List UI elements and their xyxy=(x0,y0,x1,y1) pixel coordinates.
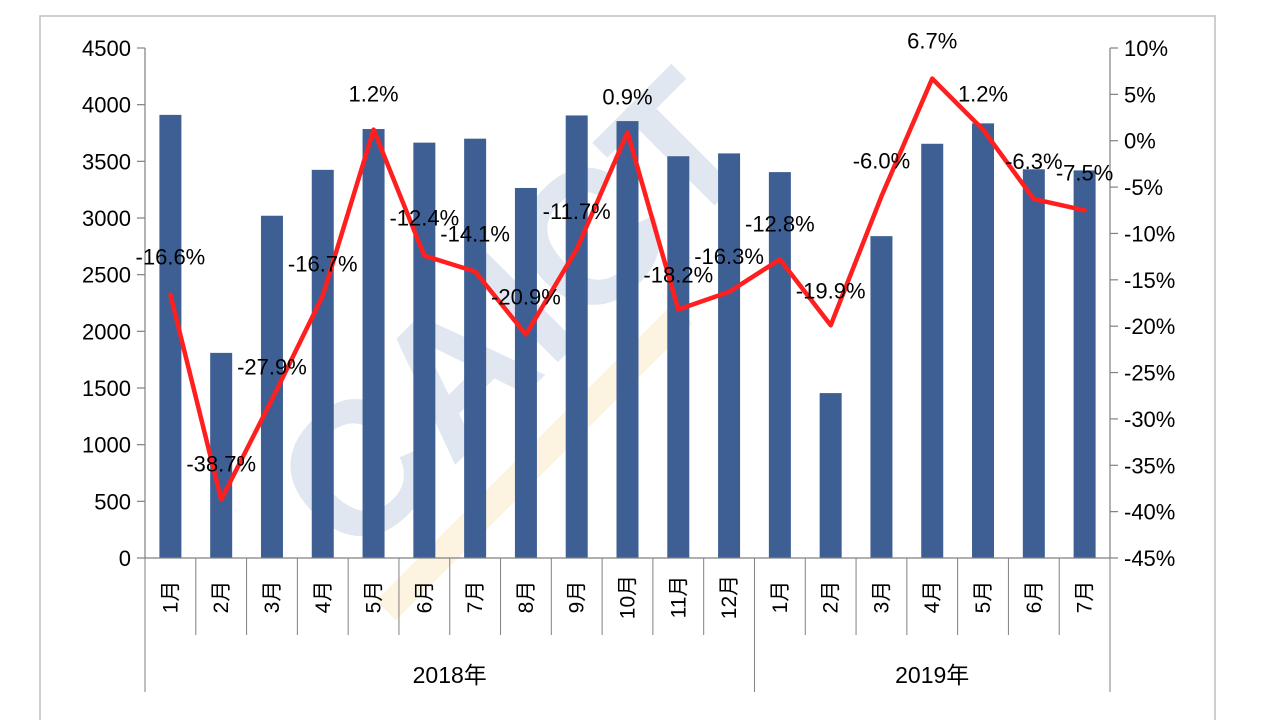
x-tick-label: 1月 xyxy=(769,581,792,614)
bar-18 xyxy=(1022,169,1045,558)
x-tick-label: 4月 xyxy=(312,581,335,614)
plot-layer: 0 500 1000 1500 2000 2500 3000 3500 4000 4500 -45%… xyxy=(82,29,1175,692)
bar-3 xyxy=(260,215,283,558)
bar-9 xyxy=(565,115,588,558)
data-label: -16.3% xyxy=(694,244,764,269)
y-left-tick-label: 3000 xyxy=(82,206,131,231)
x-tick-label: 1月 xyxy=(159,581,182,614)
y-left-tick-label: 1000 xyxy=(82,433,131,458)
x-tick-label: 6月 xyxy=(1023,581,1046,614)
y-right-tick-label: -45% xyxy=(1124,546,1175,571)
data-label: -38.7% xyxy=(186,452,256,477)
bar-15 xyxy=(870,236,893,558)
data-label: 1.2% xyxy=(958,82,1008,107)
y-right-tick-label: -35% xyxy=(1124,453,1175,478)
data-label: 6.7% xyxy=(907,29,957,54)
bar-17 xyxy=(972,123,995,558)
data-label: -16.6% xyxy=(136,245,206,270)
data-label: -6.3% xyxy=(1005,149,1062,174)
y-left-tick-label: 2500 xyxy=(82,263,131,288)
y-left-tick-label: 3500 xyxy=(82,149,131,174)
bar-1 xyxy=(159,114,182,558)
x-tick-label: 9月 xyxy=(566,581,589,614)
y-left-tick-label: 2000 xyxy=(82,319,131,344)
x-tick-label: 6月 xyxy=(413,581,436,614)
bar-14 xyxy=(819,393,842,558)
y-right-tick-label: -25% xyxy=(1124,361,1175,386)
data-label: -12.8% xyxy=(745,211,815,236)
x-tick-label: 2月 xyxy=(820,581,843,614)
bar-19 xyxy=(1073,170,1096,558)
y-right-tick-label: -5% xyxy=(1124,175,1163,200)
y-right-tick-label: -10% xyxy=(1124,221,1175,246)
data-label: -14.1% xyxy=(440,221,510,246)
data-label: -6.0% xyxy=(853,148,910,173)
bar-16 xyxy=(921,143,944,558)
x-tick-label: 8月 xyxy=(515,581,538,614)
x-tick-label: 5月 xyxy=(972,581,995,614)
y-right-tick-label: 0% xyxy=(1124,129,1156,154)
data-label: -27.9% xyxy=(237,354,307,379)
bar-8 xyxy=(514,187,537,558)
x-tick-label: 12月 xyxy=(718,575,741,619)
data-label: -19.9% xyxy=(796,278,866,303)
y-right-tick-label: -40% xyxy=(1124,500,1175,525)
y-left-tick-label: 1500 xyxy=(82,376,131,401)
x-tick-label: 11月 xyxy=(667,576,690,619)
x-tick-label: 4月 xyxy=(921,581,944,614)
y-left-tick-label: 500 xyxy=(94,489,131,514)
y-right-tick-label: 5% xyxy=(1124,82,1156,107)
bar-7 xyxy=(464,138,487,558)
data-label: -16.7% xyxy=(288,252,358,277)
data-label: -11.7% xyxy=(543,199,611,224)
x-tick-label: 7月 xyxy=(1074,581,1097,614)
x-tick-label: 3月 xyxy=(261,581,284,614)
x-tick-label: 10月 xyxy=(617,575,640,619)
x-group-label: 2018年 xyxy=(413,662,487,688)
data-label: -12.4% xyxy=(389,206,459,231)
y-left-tick-label: 4500 xyxy=(82,36,131,61)
bar-11 xyxy=(667,156,690,558)
x-tick-label: 2月 xyxy=(210,581,233,614)
bar-2 xyxy=(210,352,233,558)
y-left-tick-label: 0 xyxy=(119,546,131,571)
bar-10 xyxy=(616,121,639,558)
data-label: -20.9% xyxy=(491,285,561,310)
data-label: 1.2% xyxy=(348,82,398,107)
y-left-tick-label: 4000 xyxy=(82,93,131,118)
bar-12 xyxy=(718,153,741,558)
y-right-tick-label: -20% xyxy=(1124,314,1175,339)
y-right-tick-label: -30% xyxy=(1124,407,1175,432)
chart-border xyxy=(39,15,1216,725)
y-right-tick-label: 10% xyxy=(1124,36,1168,61)
growth-line xyxy=(168,76,1087,502)
bar-5 xyxy=(362,129,385,559)
data-label: 0.9% xyxy=(602,84,652,109)
x-group-label: 2019年 xyxy=(895,662,969,688)
x-tick-label: 3月 xyxy=(870,581,893,614)
y-right-tick-label: -15% xyxy=(1124,268,1175,293)
x-tick-label: 7月 xyxy=(464,581,487,614)
x-tick-label: 5月 xyxy=(363,581,386,614)
data-label: -18.2% xyxy=(643,262,713,287)
bar-4 xyxy=(311,169,334,559)
data-label: -7.5% xyxy=(1056,160,1113,185)
